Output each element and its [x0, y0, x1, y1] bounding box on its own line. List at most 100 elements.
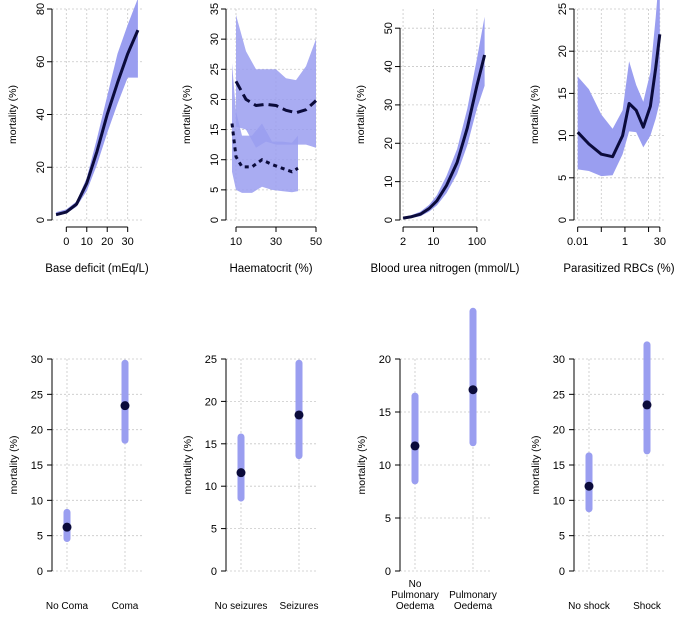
y-tick-label: 30 [209, 33, 221, 45]
y-tick-label: 20 [31, 425, 43, 437]
y-tick-label: 20 [553, 425, 565, 437]
x-tick-label: 10 [81, 236, 93, 248]
y-tick-label: 30 [31, 354, 43, 366]
y-tick-label: 20 [35, 161, 47, 173]
chart-panel-7: 05101520NoPulmonaryOedemaPulmonaryOedema… [356, 307, 497, 612]
estimate-point [642, 400, 652, 410]
y-tick-label: 50 [383, 22, 395, 34]
y-tick-label: 15 [31, 460, 43, 472]
y-tick-label: 0 [385, 566, 391, 578]
y-tick-label: 0 [209, 217, 221, 223]
y-tick-label: 20 [383, 137, 395, 149]
y-tick-label: 25 [205, 354, 217, 366]
chart-panel-4: 0 5 10 15 20 25 0.01 1 30 Parasitized RBCs (%) mor… [529, 0, 675, 275]
y-axis-title: mortality (%) [356, 436, 368, 495]
x-tick-label: 10 [230, 236, 242, 248]
y-tick-label: 20 [557, 45, 569, 57]
chart-panel-6: 0 5 10 15 20 25 No seizures Seizures mortality (… [182, 354, 318, 612]
y-tick-label: 25 [553, 389, 565, 401]
y-axis-title: mortality (%) [355, 85, 367, 144]
category-label: Seizures [280, 601, 319, 612]
series-line-series-long-dash [234, 80, 318, 115]
estimate-point [294, 410, 304, 420]
x-tick-label: 10 [427, 236, 439, 248]
x-tick-label: 2 [400, 236, 406, 248]
category-label: Oedema [454, 601, 493, 612]
y-axis-title: mortality (%) [530, 436, 542, 495]
y-tick-label: 10 [557, 129, 569, 141]
y-axis-title: mortality (%) [7, 85, 19, 144]
y-tick-label: 80 [35, 3, 47, 15]
chart-panel-8: 0 5 10 15 20 25 30 No shock Shock mortality (%) [530, 341, 664, 612]
y-tick-label: 5 [211, 524, 217, 536]
y-tick-label: 15 [205, 439, 217, 451]
y-tick-label: 30 [383, 99, 395, 111]
y-tick-label: 0 [37, 566, 43, 578]
y-tick-label: 20 [379, 354, 391, 366]
series-line-fit [402, 54, 487, 220]
y-tick-label: 60 [35, 56, 47, 68]
y-axis-title: mortality (%) [8, 436, 20, 495]
x-axis-title: Blood urea nitrogen (mmol/L) [371, 263, 520, 275]
y-tick-label: 15 [379, 407, 391, 419]
y-tick-label: 10 [383, 176, 395, 188]
y-tick-label: 0 [557, 217, 569, 223]
category-label: No [409, 579, 422, 590]
x-tick-label: 30 [270, 236, 282, 248]
x-tick-label: 0.01 [567, 236, 588, 248]
x-axis-title: Haematocrit (%) [229, 263, 312, 275]
y-axis-title: mortality (%) [529, 85, 541, 144]
confidence-band-series-long-dash [236, 15, 316, 148]
category-label: Pulmonary [391, 590, 439, 601]
chart-panel-2: 0 5 10 15 20 25 30 35 10 30 50 Haematocrit (%) morta… [181, 3, 322, 275]
estimate-point [120, 401, 130, 411]
y-tick-label: 5 [209, 187, 221, 193]
estimate-point [62, 522, 72, 532]
x-tick-label: 100 [468, 236, 486, 248]
confidence-band-series-short-dash [232, 63, 298, 193]
y-axis-title: mortality (%) [181, 85, 193, 144]
category-label: No seizures [215, 601, 268, 612]
y-tick-label: 5 [557, 175, 569, 181]
y-tick-label: 10 [379, 460, 391, 472]
series-line-series-short-dash [230, 123, 299, 174]
y-tick-label: 0 [383, 217, 395, 223]
y-tick-label: 5 [385, 513, 391, 525]
x-axis-title: Parasitized RBCs (%) [563, 263, 674, 275]
y-tick-label: 25 [31, 389, 43, 401]
x-tick-label: 50 [310, 236, 322, 248]
x-tick-label: 0 [63, 236, 69, 248]
confidence-band-fit [56, 0, 138, 216]
y-tick-label: 20 [209, 93, 221, 105]
y-tick-label: 0 [559, 566, 565, 578]
y-tick-label: 20 [205, 396, 217, 408]
y-tick-label: 5 [559, 531, 565, 543]
confidence-band-fit [577, 0, 660, 177]
y-tick-label: 5 [37, 531, 43, 543]
chart-panel-5: 0 5 10 15 20 25 30 No Coma Coma mortality (%) [8, 354, 142, 612]
y-tick-label: 30 [553, 354, 565, 366]
series-line-fit [55, 29, 140, 217]
chart-panel-3: 0 10 20 30 40 50 2 10 100 Blood urea nitrogen (mm… [355, 9, 520, 275]
x-tick-label: 30 [122, 236, 134, 248]
y-tick-label: 25 [209, 63, 221, 75]
y-axis-title: mortality (%) [182, 436, 194, 495]
category-label: Pulmonary [449, 590, 497, 601]
y-tick-label: 35 [209, 3, 221, 15]
y-tick-label: 10 [31, 495, 43, 507]
y-tick-label: 15 [553, 460, 565, 472]
chart-panel-1: 0 20 40 60 80 0 10 20 30 Base deficit (mEq/L) mort… [7, 0, 149, 275]
y-tick-label: 25 [557, 3, 569, 15]
estimate-point [584, 481, 594, 491]
y-tick-label: 40 [383, 60, 395, 72]
x-tick-label: 1 [622, 236, 628, 248]
estimate-point [468, 385, 478, 395]
category-label: Shock [633, 601, 662, 612]
category-label: No shock [568, 601, 611, 612]
x-tick-label: 30 [654, 236, 666, 248]
category-label: Oedema [396, 601, 435, 612]
estimate-point [236, 468, 246, 478]
y-tick-label: 0 [35, 217, 47, 223]
y-tick-label: 10 [205, 481, 217, 493]
estimate-point [410, 441, 420, 451]
